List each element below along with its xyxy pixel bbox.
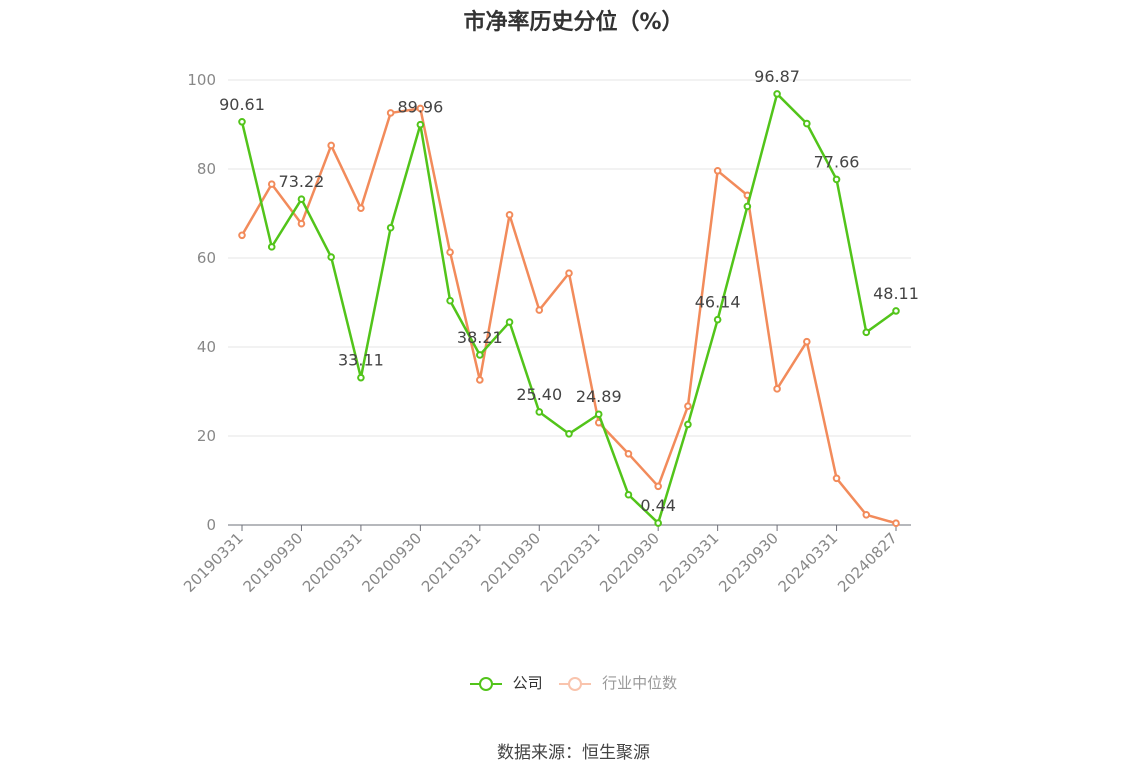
legend-company-marker-icon [469, 676, 502, 691]
company-point [862, 328, 871, 337]
industry-median-point [476, 376, 484, 384]
industry-median-point [267, 180, 276, 188]
x-tick-label: 20200930 [358, 529, 425, 596]
x-tick-label: 20240827 [834, 529, 901, 596]
industry-median-line [240, 107, 897, 525]
company-data-label: 73.22 [279, 172, 325, 191]
legend-item-industry-median[interactable]: 行业中位数 [559, 672, 677, 693]
legend-item-company[interactable]: 公司 [469, 672, 543, 693]
company-point [624, 490, 633, 499]
x-tick-label: 20230331 [656, 529, 723, 596]
company-line [240, 92, 897, 525]
legend-industry-marker-icon [559, 676, 592, 691]
x-tick-label: 20210930 [477, 529, 544, 596]
x-tick-label: 20200331 [299, 529, 366, 596]
company-point [238, 117, 246, 126]
company-point [386, 223, 395, 232]
chart-title: 市净率历史分位（%） [463, 10, 684, 35]
x-tick-label: 20240331 [775, 529, 842, 596]
company-point [505, 318, 514, 326]
industry-median-point [713, 166, 722, 175]
company-data-label: 46.14 [695, 293, 741, 312]
industry-median-point [624, 450, 633, 458]
industry-median-point [446, 248, 454, 257]
industry-median-point [416, 104, 425, 113]
company-data-label: 89.96 [397, 98, 443, 117]
x-tick-label: 20220331 [537, 529, 604, 596]
axes: 0 20 40 60 80 100 2019033120190930202003312020… [180, 71, 911, 596]
company-point [327, 253, 335, 261]
company-point [594, 410, 603, 419]
industry-median-point [773, 385, 781, 393]
industry-median-point [654, 482, 662, 491]
company-data-label: 24.89 [576, 387, 622, 406]
company-point [803, 119, 811, 128]
company-point [684, 420, 692, 429]
company-point [416, 120, 425, 129]
company-point [743, 202, 752, 211]
industry-median-point [832, 474, 841, 483]
company-point [267, 243, 276, 251]
industry-median-point [892, 519, 900, 528]
company-data-label: 90.61 [219, 95, 265, 114]
company-point [832, 175, 841, 184]
industry-median-point [803, 337, 811, 346]
industry-median-point [862, 510, 871, 519]
x-tick-label: 20230930 [715, 529, 782, 596]
industry-median-point [357, 204, 365, 212]
company-point [773, 90, 781, 98]
y-tick-label: 100 [187, 71, 216, 89]
y-tick-label: 0 [206, 516, 216, 534]
y-tick-label: 80 [197, 160, 216, 178]
industry-median-point [238, 231, 246, 240]
company-point [892, 307, 900, 315]
legend-industry-label: 行业中位数 [602, 674, 678, 692]
industry-median-point [565, 269, 573, 277]
data-source-note: 数据来源：恒生聚源 [497, 743, 650, 763]
company-point [357, 373, 365, 382]
company-data-label: 33.11 [338, 351, 384, 370]
company-point [565, 429, 573, 438]
company-point [654, 519, 662, 527]
series [238, 90, 900, 528]
industry-median-point [684, 402, 692, 410]
x-tick-label: 20210331 [418, 529, 485, 596]
y-tick-label: 20 [197, 427, 216, 445]
company-data-label: 48.11 [873, 284, 919, 303]
y-tick-label: 40 [197, 338, 216, 356]
company-data-label: 38.21 [457, 328, 503, 347]
industry-median-point [297, 219, 306, 228]
industry-median-point [535, 306, 544, 314]
industry-median-point [327, 141, 335, 150]
industry-median-point [386, 109, 395, 117]
legend-company-label: 公司 [512, 674, 543, 692]
y-tick-label: 60 [197, 249, 216, 267]
company-data-label: 77.66 [814, 152, 860, 171]
company-point [297, 195, 306, 203]
x-tick-label: 20190331 [180, 529, 247, 596]
company-point [446, 296, 454, 305]
x-tick-label: 20220930 [596, 529, 663, 596]
company-point [535, 408, 544, 416]
legend: 公司 行业中位数 [0, 672, 1147, 693]
company-data-label: 96.87 [754, 67, 800, 86]
company-data-label: 0.44 [640, 496, 676, 515]
company-point [476, 351, 484, 359]
company-data-label: 25.40 [516, 385, 562, 404]
company-point [713, 315, 722, 324]
x-tick-label: 20190930 [240, 529, 307, 596]
data-labels: 90.61 73.22 33.11 89.96 38.21 25.40 24.89 0.44 4… [219, 67, 919, 515]
industry-median-point [505, 211, 514, 219]
